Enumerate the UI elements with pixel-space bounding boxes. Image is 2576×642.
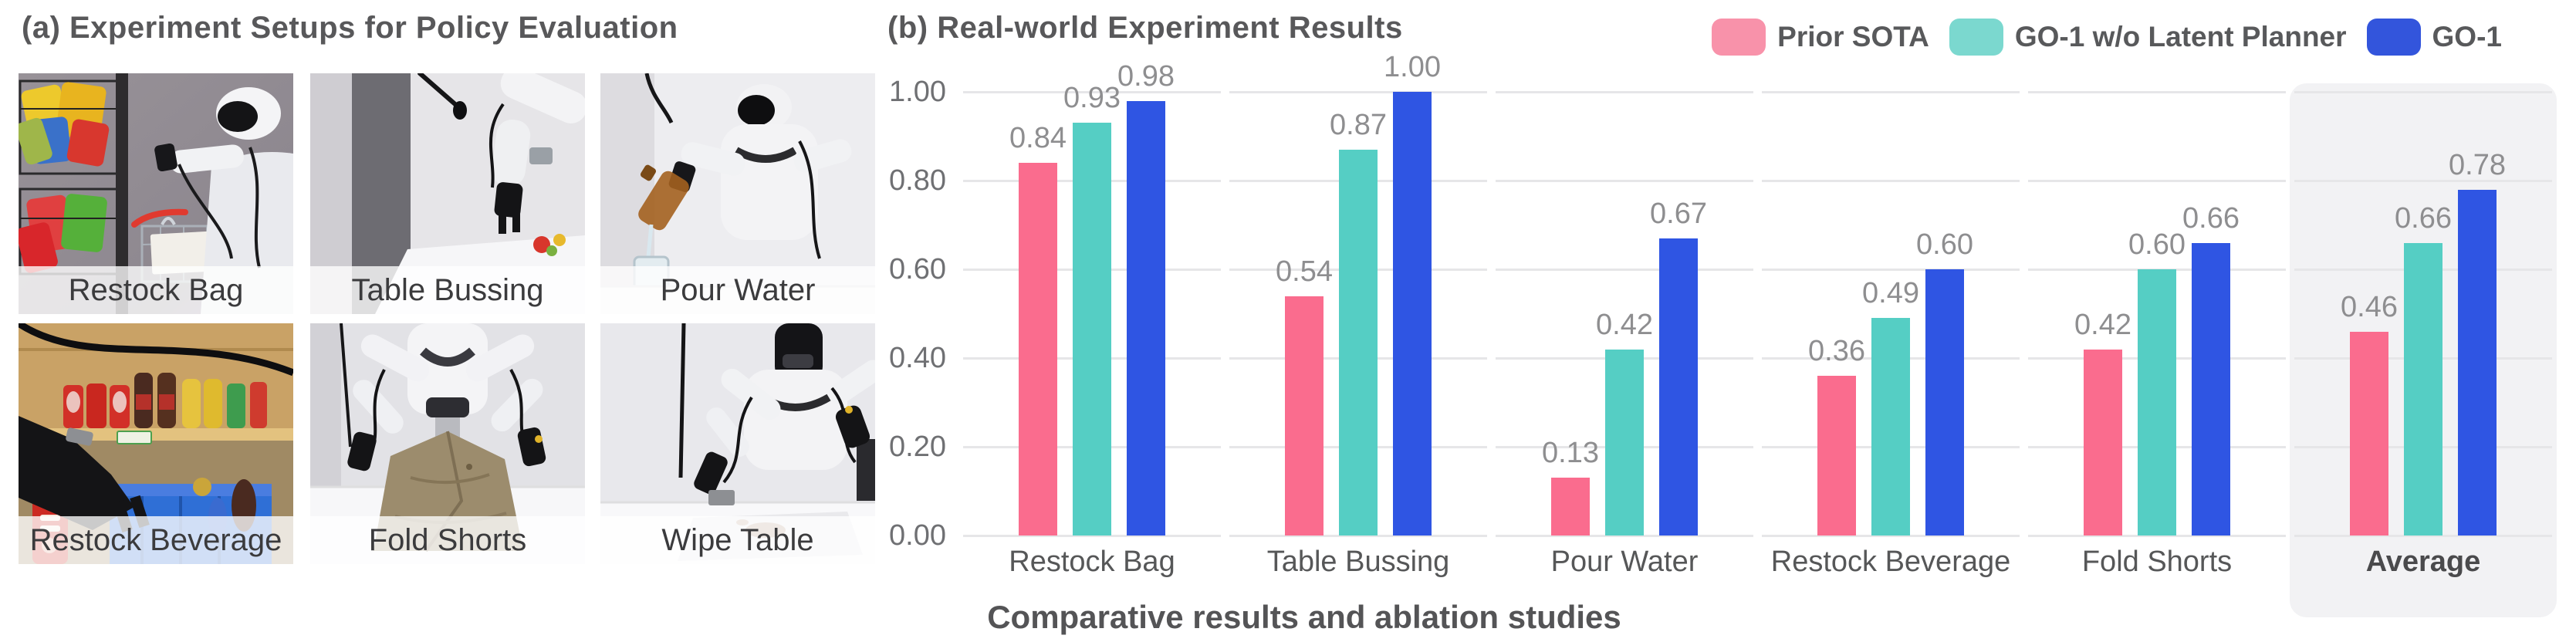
bar-go-1-pour-water	[1659, 238, 1698, 536]
legend-item: GO-1 w/o Latent Planner	[1949, 19, 2347, 56]
bar-go-1-w/o-latent-planner-pour-water	[1605, 349, 1644, 536]
category-label-restock-bag: Restock Bag	[1009, 546, 1175, 578]
value-label: 0.60	[1916, 228, 1973, 261]
value-label: 0.13	[1542, 437, 1599, 470]
bar-prior-sota-table-bussing	[1285, 296, 1323, 536]
legend-item: GO-1	[2366, 19, 2502, 56]
photo-restock-beverage: Restock Beverage	[19, 323, 293, 564]
photo-caption: Pour Water	[600, 266, 875, 314]
gridline	[1229, 534, 1487, 537]
photo-wipe-table: Wipe Table	[600, 323, 875, 564]
y-tick-label: 0.60	[889, 253, 946, 286]
bar-prior-sota-fold-shorts	[2084, 349, 2122, 536]
gridline	[2294, 534, 2552, 537]
value-label: 0.42	[1596, 308, 1653, 341]
photo-caption-text: Wipe Table	[661, 522, 814, 557]
value-label: 0.46	[2341, 290, 2398, 323]
legend-swatch-icon	[2366, 19, 2421, 56]
photo-caption: Table Bussing	[310, 266, 585, 314]
value-label: 0.60	[2128, 228, 2186, 261]
legend-label: GO-1 w/o Latent Planner	[2014, 21, 2347, 52]
photo-caption: Restock Beverage	[19, 516, 293, 564]
y-tick-label: 0.20	[889, 431, 946, 463]
y-tick-label: 0.40	[889, 342, 946, 374]
bar-go-1-w/o-latent-planner-restock-bag	[1073, 123, 1111, 536]
value-label: 0.66	[2182, 201, 2240, 235]
bar-go-1-w/o-latent-planner-table-bussing	[1339, 149, 1378, 536]
panel-b-title: (b) Real-world Experiment Results	[887, 11, 1403, 45]
bar-go-1-average	[2458, 189, 2497, 536]
category-label-table-bussing: Table Bussing	[1266, 546, 1450, 578]
value-label: 0.66	[2395, 201, 2452, 235]
value-label: 0.84	[1009, 122, 1067, 154]
bar-go-1-w/o-latent-planner-restock-beverage	[1871, 318, 1910, 536]
bar-prior-sota-average	[2350, 331, 2388, 536]
chart-caption: Comparative results and ablation studies	[987, 599, 1621, 635]
bar-go-1-table-bussing	[1393, 92, 1432, 536]
y-tick-label: 0.80	[889, 164, 946, 197]
value-label: 0.42	[2074, 308, 2131, 341]
bar-go-1-w/o-latent-planner-average	[2404, 242, 2442, 536]
gridline	[2294, 90, 2552, 93]
gridline	[1762, 268, 2020, 271]
photo-caption-text: Restock Bag	[68, 272, 244, 307]
photo-caption: Restock Bag	[19, 266, 293, 314]
value-label: 0.49	[1862, 277, 1919, 310]
gridline	[2028, 534, 2286, 537]
gridline	[963, 90, 1221, 93]
gridline	[1496, 90, 1753, 93]
gridline	[1762, 534, 2020, 537]
value-label: 0.36	[1808, 335, 1865, 367]
gridline	[963, 534, 1221, 537]
legend-label: Prior SOTA	[1777, 21, 1929, 52]
bar-prior-sota-restock-beverage	[1817, 376, 1856, 536]
photo-caption-text: Fold Shorts	[368, 522, 527, 557]
photo-restock-bag: Restock Bag	[19, 73, 293, 314]
value-label: 0.98	[1117, 59, 1175, 93]
gridline	[1496, 268, 1753, 271]
photo-caption: Fold Shorts	[310, 516, 585, 564]
photo-caption-text: Table Bussing	[351, 272, 544, 307]
value-label: 0.54	[1276, 255, 1333, 288]
bar-go-1-restock-beverage	[1925, 269, 1964, 536]
photo-table-bussing: Table Bussing	[310, 73, 585, 314]
gridline	[1496, 534, 1753, 537]
category-label-fold-shorts: Fold Shorts	[2081, 546, 2233, 578]
legend-label: GO-1	[2432, 21, 2502, 52]
category-label-restock-beverage: Restock Beverage	[1770, 546, 2011, 578]
chart-legend: Prior SOTA GO-1 w/o Latent Planner GO-1	[1712, 17, 2502, 57]
y-tick-label: 1.00	[889, 76, 946, 108]
bar-go-1-fold-shorts	[2192, 242, 2230, 536]
y-tick-label: 0.00	[889, 519, 946, 552]
bar-prior-sota-restock-bag	[1019, 163, 1057, 536]
legend-swatch-icon	[1949, 19, 2003, 56]
gridline	[2294, 179, 2552, 182]
photo-caption-text: Pour Water	[660, 272, 816, 307]
photo-caption: Wipe Table	[600, 516, 875, 564]
gridline	[1762, 179, 2020, 182]
category-label-pour-water: Pour Water	[1550, 546, 1699, 578]
bar-go-1-restock-bag	[1127, 100, 1165, 536]
value-label: 0.67	[1650, 197, 1707, 230]
legend-item: Prior SOTA	[1712, 19, 1929, 56]
photo-pour-water: Pour Water	[600, 73, 875, 314]
category-label-average: Average	[2365, 546, 2481, 578]
photo-fold-shorts: Fold Shorts	[310, 323, 585, 564]
gridline	[1762, 90, 2020, 93]
legend-swatch-icon	[1712, 19, 1766, 56]
panel-a-title: (a) Experiment Setups for Policy Evaluat…	[22, 11, 678, 45]
gridline	[1496, 179, 1753, 182]
gridline	[2028, 179, 2286, 182]
value-label: 0.93	[1063, 82, 1121, 115]
gridline	[1229, 90, 1487, 93]
value-label: 0.78	[2449, 148, 2506, 181]
bar-prior-sota-pour-water	[1551, 478, 1590, 536]
value-label: 1.00	[1384, 51, 1441, 83]
value-label: 0.87	[1330, 108, 1387, 141]
bar-go-1-w/o-latent-planner-fold-shorts	[2138, 269, 2176, 536]
gridline	[2028, 90, 2286, 93]
photo-caption-text: Restock Beverage	[29, 522, 282, 557]
